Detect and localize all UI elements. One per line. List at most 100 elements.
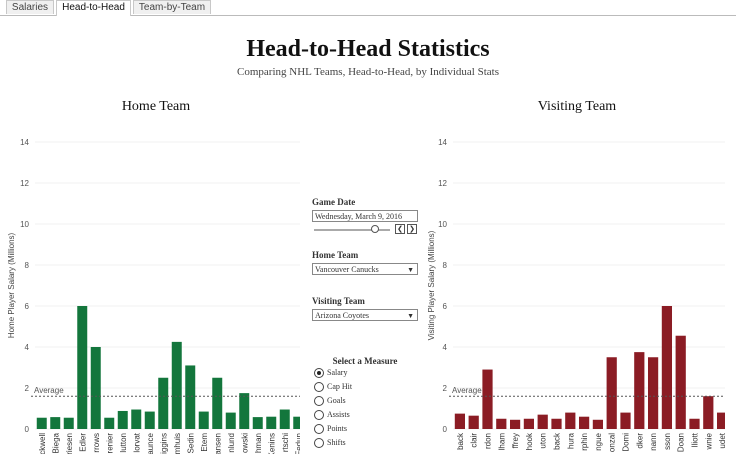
bar: [293, 416, 300, 429]
x-tick-label: mhuis: [173, 433, 182, 454]
bar: [117, 410, 128, 429]
visiting-salary-chart: 0 2 4 6 8 10 12 14 Visiting Player Salary (Milli…: [427, 138, 725, 452]
chevron-right-icon: ❯: [409, 225, 415, 233]
y-tick-label: 0: [443, 425, 448, 434]
bar: [592, 419, 604, 429]
bar: [551, 418, 562, 429]
bar: [509, 419, 521, 429]
bar: [36, 417, 47, 429]
page-title: Head-to-Head Statistics: [246, 36, 490, 62]
visiting-team-label: Visiting Team: [312, 296, 365, 306]
y-tick-label: 4: [443, 343, 448, 352]
radio-button[interactable]: [314, 396, 324, 406]
x-tick-label: Sedin: [186, 433, 195, 453]
visiting-panel-title: Visiting Team: [537, 99, 617, 114]
bar: [63, 417, 74, 429]
x-tick-label: rrows: [92, 433, 101, 453]
bar: [689, 418, 700, 429]
radio-button[interactable]: [314, 424, 324, 434]
visiting-team-select[interactable]: Arizona Coyotes ▼: [312, 309, 418, 321]
x-tick-label: lorvat: [132, 432, 141, 452]
tab-salaries[interactable]: Salaries: [6, 0, 54, 14]
visiting-team-value: Arizona Coyotes: [315, 311, 369, 320]
game-date-input[interactable]: Wednesday, March 9, 2016: [312, 210, 418, 222]
x-tick-label: hook: [525, 432, 534, 450]
y-tick-label: 10: [438, 220, 447, 229]
x-tick-label: ansen: [213, 433, 222, 454]
bar: [239, 393, 250, 429]
y-tick-label: 14: [20, 138, 29, 147]
bar: [171, 341, 182, 429]
x-tick-label: wnie: [704, 432, 713, 450]
y-tick-label: 2: [443, 384, 448, 393]
y-tick-label: 14: [438, 138, 447, 147]
bar: [537, 414, 548, 429]
x-tick-label: hura: [566, 432, 575, 449]
radio-button[interactable]: [314, 438, 324, 448]
bar: [675, 335, 686, 429]
x-tick-label: Etem: [200, 433, 209, 452]
x-tick-label: riesen: [65, 433, 74, 454]
radio-button[interactable]: [314, 368, 324, 378]
bar: [252, 417, 263, 429]
home-team-value: Vancouver Canucks: [315, 265, 379, 274]
bar: [77, 306, 88, 429]
bar: [279, 409, 290, 429]
measure-label: Goals: [327, 396, 346, 405]
x-tick-label: lham: [497, 433, 506, 451]
y-axis-label: Visiting Player Salary (Millions): [427, 230, 436, 340]
measure-label: Shifts: [327, 438, 346, 447]
x-tick-label: rphin: [580, 433, 589, 451]
game-date-label: Game Date: [312, 197, 356, 207]
bar: [131, 409, 142, 429]
tab-bar: Salaries Head-to-Head Team-by-Team: [0, 0, 736, 16]
dropdown-arrow-icon: ▼: [407, 312, 414, 320]
bar: [50, 417, 61, 429]
x-tick-label: Biega: [51, 432, 60, 453]
bar: [523, 418, 535, 429]
x-tick-label: nann: [649, 433, 658, 451]
bar: [716, 412, 725, 429]
x-tick-label: nlund: [227, 433, 236, 453]
dropdown-arrow-icon: ▼: [407, 266, 414, 274]
x-tick-label: rtschi: [281, 433, 290, 452]
x-tick-label: owski: [240, 433, 249, 453]
x-tick-label: hman: [254, 433, 263, 453]
game-date-slider[interactable]: [314, 225, 390, 233]
x-tick-label: lliott: [691, 432, 700, 447]
measure-label: Points: [327, 424, 348, 433]
bar: [634, 352, 645, 429]
slider-handle[interactable]: [370, 225, 379, 233]
tab-team-by-team[interactable]: Team-by-Team: [133, 0, 211, 14]
radio-button[interactable]: [314, 410, 324, 420]
x-tick-label: aunce: [146, 432, 155, 454]
y-tick-label: 2: [25, 384, 30, 393]
measure-label: Cap Hit: [327, 382, 353, 391]
next-date-button[interactable]: ❯: [407, 224, 417, 234]
bar: [606, 357, 617, 429]
bar: [90, 347, 101, 429]
tab-head-to-head[interactable]: Head-to-Head: [56, 0, 131, 16]
x-tick-label: Edler: [78, 433, 87, 452]
x-tick-label: back: [456, 432, 465, 450]
average-label: Average: [34, 386, 64, 395]
x-tick-label: renier: [105, 433, 114, 454]
measure-label: Assists: [327, 410, 350, 419]
home-team-label: Home Team: [312, 250, 359, 260]
x-tick-label: udet: [718, 432, 725, 448]
x-tick-label: iggins: [159, 433, 168, 454]
average-label: Average: [452, 386, 482, 395]
x-tick-label: Doan: [677, 433, 686, 452]
prev-date-button[interactable]: ❮: [395, 224, 405, 234]
bar: [158, 377, 169, 429]
x-tick-label: sson: [663, 433, 672, 450]
x-tick-label: rdon: [484, 433, 493, 449]
measure-title: Select a Measure: [332, 356, 398, 366]
home-team-select[interactable]: Vancouver Canucks ▼: [312, 263, 418, 275]
measure-label: Salary: [327, 368, 348, 377]
bar: [266, 416, 277, 429]
radio-button[interactable]: [314, 382, 324, 392]
bar: [198, 411, 209, 429]
chevron-left-icon: ❮: [397, 225, 403, 233]
y-tick-label: 6: [443, 302, 448, 311]
